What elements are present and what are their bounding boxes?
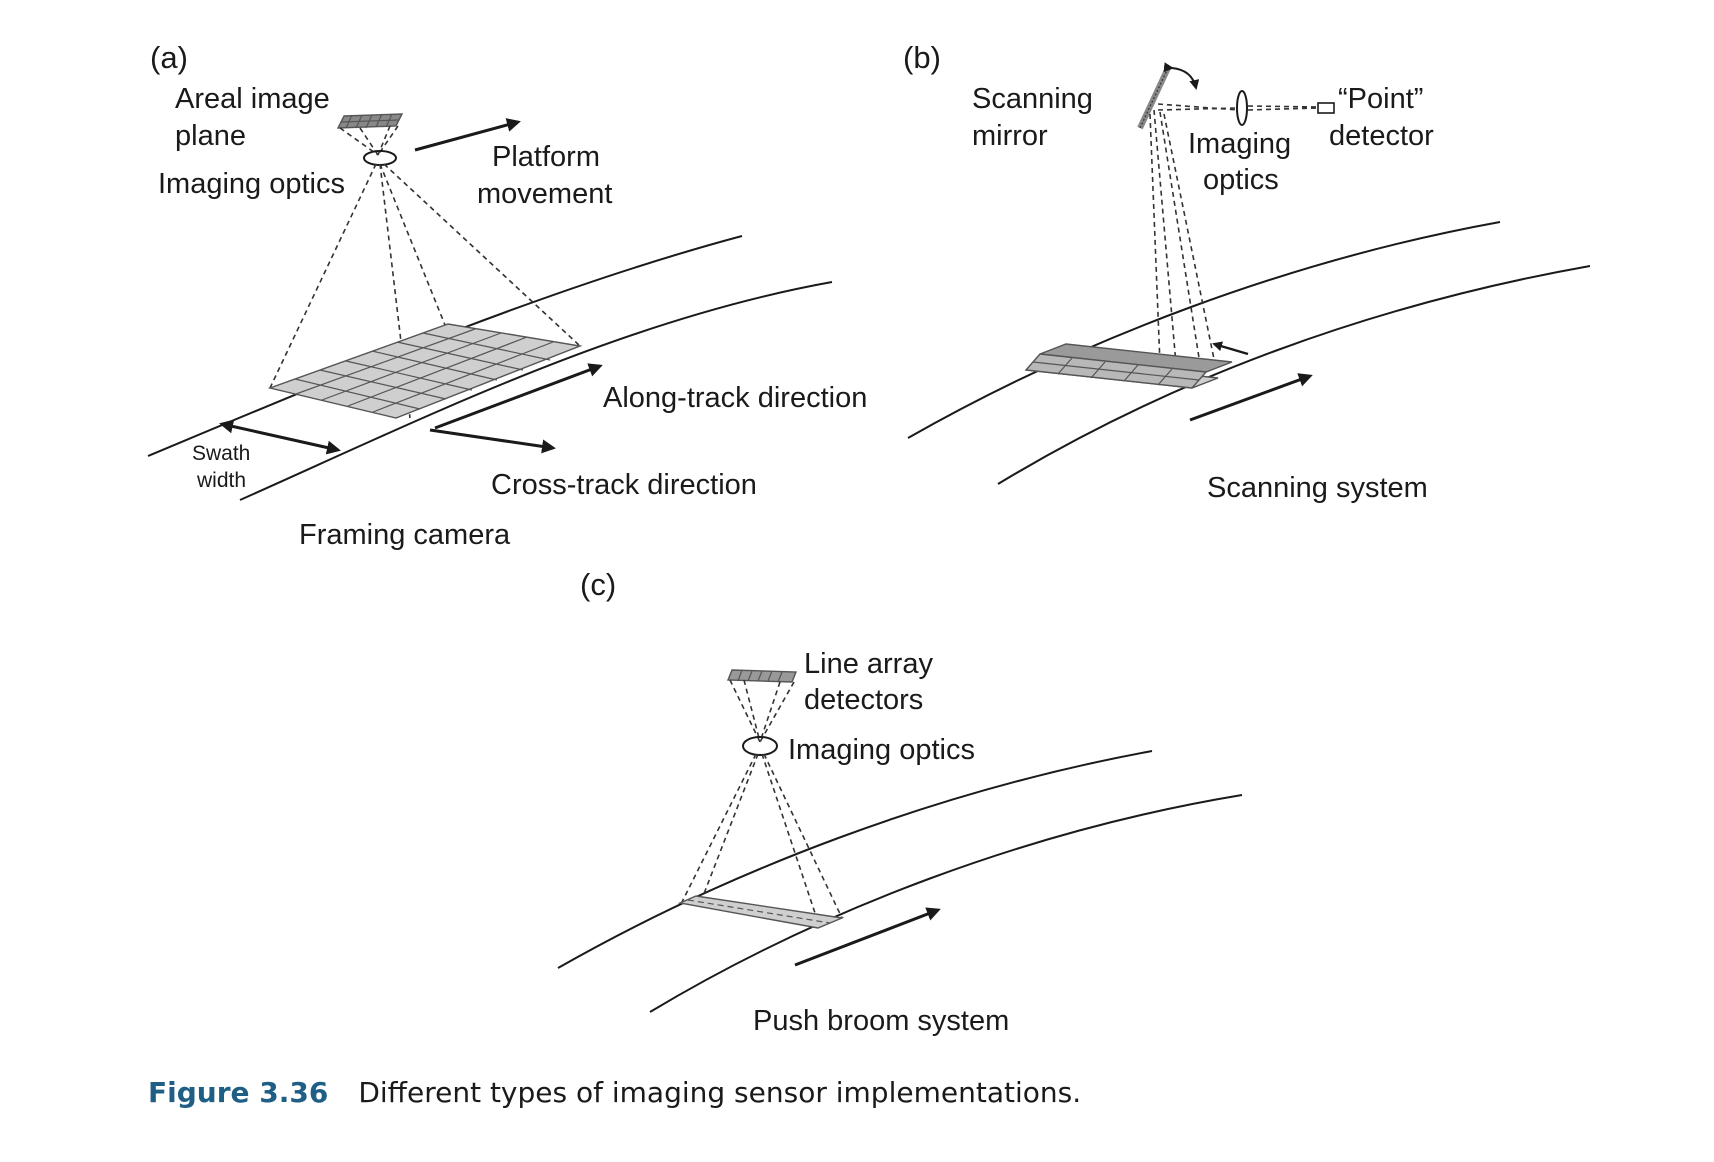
scanning-system-title: Scanning system [1207,472,1428,504]
along-track-label: Along-track direction [603,382,867,414]
scanning-mirror-label-1: Scanning [972,83,1093,115]
platform-movement-label-2: movement [477,178,612,210]
line-array-label-1: Line array [804,648,933,680]
point-detector-label-1: “Point” [1338,83,1423,115]
platform-movement-arrow [414,118,521,152]
areal-image-plane [336,113,404,129]
areal-image-plane-label-2: plane [175,120,246,152]
areal-image-plane-label-1: Areal image [175,83,330,115]
cross-track-arrow [429,428,556,454]
swath-width-arrow [219,419,341,455]
line-array-detectors [726,669,798,683]
imaging-optics-label-b-2: optics [1203,164,1279,196]
scan-footprint-row [1024,343,1233,389]
panel-b-ground-upper-edge [907,221,1501,439]
imaging-optics-lens-c [742,736,778,756]
figure-caption-text: Different types of imaging sensor implem… [358,1076,1082,1109]
point-detector-label-2: detector [1329,120,1434,152]
swath-width-label-2: width [196,469,246,492]
platform-movement-label-1: Platform [492,141,600,173]
swath-width-label-1: Swath [192,442,250,465]
panel-a-tag: (a) [150,40,188,75]
cross-track-label: Cross-track direction [491,469,757,501]
push-broom-title: Push broom system [753,1005,1009,1037]
framing-camera-title: Framing camera [299,519,511,551]
panel-c: (c) Line array detectors Imaging optics … [557,567,1243,1037]
panel-a-ground-lower-edge [239,281,833,501]
panel-b-platform-arrow [1189,373,1313,422]
imaging-optics-label-c: Imaging optics [788,734,975,766]
panel-b: (b) Scanning [903,40,1591,504]
line-array-label-2: detectors [804,684,923,716]
panel-a: (a) [147,40,867,551]
panel-c-tag: (c) [580,567,616,602]
imaging-optics-lens-b [1236,90,1248,126]
imaging-optics-label-b-1: Imaging [1188,128,1291,160]
imaging-optics-label-a: Imaging optics [158,168,345,200]
scanning-mirror-label-2: mirror [972,120,1048,152]
panel-c-platform-arrow [794,907,941,967]
panel-b-tag: (b) [903,40,941,75]
framing-footprint-grid [267,323,583,419]
scan-direction-arrow [1212,341,1249,356]
panel-b-ground-lower-edge [997,265,1591,485]
panel-c-ground-upper-edge [557,750,1153,969]
along-track-arrow [434,363,603,430]
push-broom-footprint [677,895,845,929]
point-detector [1317,102,1335,114]
scanning-mirror [1137,66,1171,130]
mirror-rotation-arrow [1163,62,1200,90]
imaging-optics-lens-a [363,150,397,166]
figure-caption: Figure 3.36 Different types of imaging se… [148,1076,1081,1109]
panel-c-ground-lower-edge [649,794,1243,1013]
figure-number: Figure 3.36 [148,1076,329,1109]
